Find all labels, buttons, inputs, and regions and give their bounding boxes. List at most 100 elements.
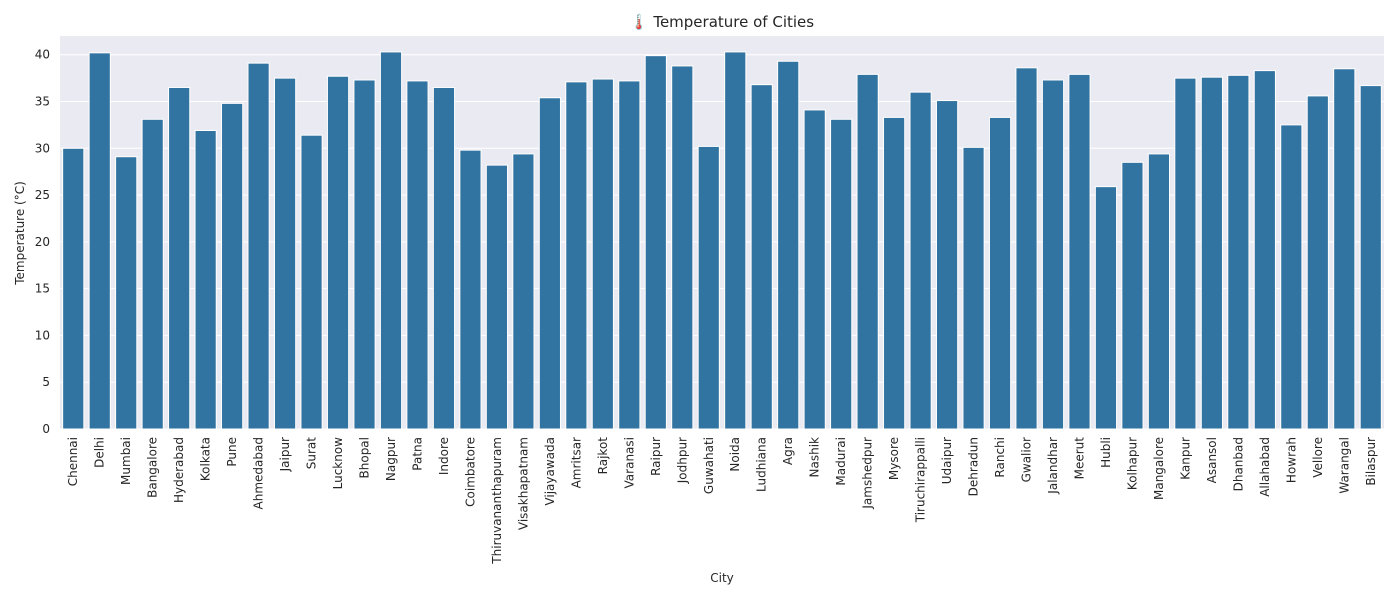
bar-gwalior	[1015, 67, 1038, 430]
bar-delhi	[88, 52, 111, 430]
bar-nagpur	[379, 51, 403, 430]
bar-raipur	[644, 55, 667, 430]
bar-mangalore	[1147, 153, 1171, 430]
x-tick-label: Delhi	[93, 437, 107, 468]
bar-kolhapur	[1121, 161, 1144, 430]
x-tick-label: Nagpur	[384, 437, 398, 481]
y-tick-labels: 0 5 10 15 20 25 30 35 40	[35, 48, 50, 436]
x-tick-labels: Chennai Delhi Mumbai Bangalore Hyderabad Kolk…	[66, 437, 1378, 565]
x-tick-label: Kanpur	[1178, 437, 1192, 480]
bar-visakhapatnam	[512, 153, 535, 430]
x-tick-label: Asansol	[1205, 437, 1219, 483]
bar-chennai	[62, 147, 85, 430]
x-tick-label: Rajkot	[596, 437, 610, 475]
bar-indore	[432, 86, 456, 430]
bar-vijayawada	[538, 97, 561, 430]
x-tick-label: Ahmedabad	[252, 437, 266, 509]
bar-warangal	[1333, 68, 1356, 430]
bar-guwahati	[697, 145, 720, 430]
x-tick-label: Noida	[728, 437, 742, 472]
x-tick-label: Thiruvananthapuram	[490, 437, 504, 565]
bar-vellore	[1306, 95, 1329, 430]
x-tick-label: Jalandhar	[1046, 437, 1060, 495]
x-tick-label: Guwahati	[702, 437, 716, 494]
x-tick-label: Dhanbad	[1231, 437, 1245, 491]
y-tick-label: 40	[35, 48, 50, 62]
x-tick-label: Chennai	[66, 437, 80, 486]
bar-bilaspur	[1359, 85, 1382, 430]
bar-thiruvananthapuram	[485, 164, 509, 430]
x-tick-label: Jaipur	[278, 437, 292, 472]
bar-patna	[406, 80, 429, 430]
y-tick-label: 30	[35, 141, 50, 155]
bar-varanasi	[618, 80, 641, 430]
x-tick-label: Indore	[437, 437, 451, 475]
x-tick-label: Kolhapur	[1125, 437, 1139, 490]
bar-jalandhar	[1041, 79, 1065, 430]
bars	[62, 51, 1382, 430]
x-tick-label: Surat	[305, 437, 319, 470]
x-tick-label: Coimbatore	[463, 437, 477, 507]
x-tick-label: Hyderabad	[172, 437, 186, 503]
bar-amritsar	[565, 81, 588, 430]
x-tick-label: Raipur	[649, 437, 663, 476]
y-tick-label: 5	[42, 375, 50, 389]
x-tick-label: Kolkata	[199, 437, 213, 481]
bar-nashik	[803, 109, 826, 430]
bar-madurai	[830, 118, 853, 430]
x-tick-label: Hubli	[1099, 437, 1113, 468]
bar-ludhiana	[750, 84, 773, 430]
x-tick-label: Vijayawada	[543, 437, 557, 506]
x-tick-label: Warangal	[1337, 437, 1351, 494]
bar-hubli	[1094, 186, 1118, 430]
x-tick-label: Udaipur	[940, 437, 954, 484]
x-tick-label: Varanasi	[622, 437, 636, 488]
x-tick-label: Madurai	[834, 437, 848, 486]
bar-agra	[777, 60, 800, 430]
bar-dehradun	[962, 146, 985, 430]
x-tick-label: Mangalore	[1152, 437, 1166, 500]
x-tick-label: Tiruchirappalli	[914, 437, 928, 523]
bar-meerut	[1068, 73, 1091, 430]
bar-rajkot	[591, 78, 614, 430]
y-tick-label: 0	[42, 422, 50, 436]
x-tick-label: Bilaspur	[1364, 437, 1378, 486]
bar-lucknow	[326, 75, 350, 430]
bar-pune	[221, 102, 244, 430]
bar-mysore	[883, 116, 906, 430]
bar-bhopal	[353, 79, 376, 430]
x-tick-label: Pune	[225, 437, 239, 467]
x-tick-label: Dehradun	[967, 437, 981, 496]
y-tick-label: 15	[35, 282, 50, 296]
bar-allahabad	[1253, 70, 1276, 430]
bar-tiruchirappalli	[909, 91, 932, 430]
x-tick-label: Patna	[410, 437, 424, 471]
bar-dhanbad	[1227, 74, 1250, 430]
bar-bangalore	[141, 118, 164, 430]
y-tick-label: 20	[35, 235, 50, 249]
x-tick-label: Amritsar	[569, 437, 583, 488]
bar-jamshedpur	[856, 73, 879, 430]
bar-jaipur	[273, 77, 297, 430]
x-axis-label: City	[710, 571, 734, 585]
x-tick-label: Howrah	[1284, 437, 1298, 483]
x-tick-label: Mysore	[887, 437, 901, 480]
x-tick-label: Meerut	[1072, 437, 1086, 480]
x-tick-label: Allahabad	[1258, 437, 1272, 497]
y-tick-label: 25	[35, 188, 50, 202]
x-tick-label: Ludhiana	[755, 437, 769, 492]
bar-ahmedabad	[247, 62, 270, 430]
chart-title: 🌡️ Temperature of Cities	[630, 13, 814, 31]
x-tick-label: Mumbai	[119, 437, 133, 485]
bar-asansol	[1200, 76, 1223, 430]
y-tick-label: 10	[35, 328, 50, 342]
x-tick-label: Bhopal	[358, 437, 372, 478]
bar-kolkata	[194, 130, 217, 430]
x-tick-label: Nashik	[808, 437, 822, 478]
bar-udaipur	[935, 100, 959, 430]
y-axis-label: Temperature (°C)	[13, 181, 27, 286]
bar-mumbai	[115, 156, 138, 430]
y-tick-label: 35	[35, 95, 50, 109]
x-tick-label: Vellore	[1311, 437, 1325, 478]
bar-hyderabad	[168, 86, 191, 430]
